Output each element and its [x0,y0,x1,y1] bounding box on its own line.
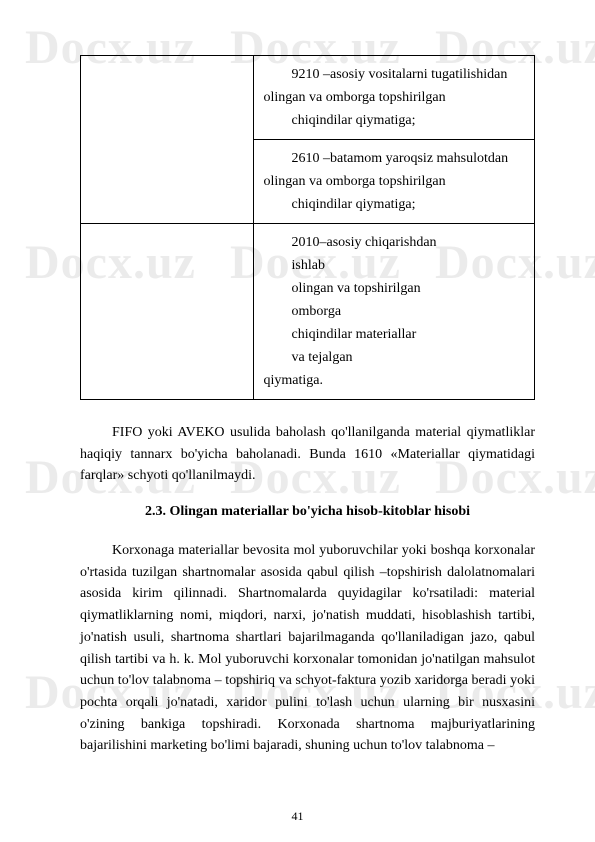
table-cell-left [81,56,254,224]
cell-text: olingan va omborga topshirilgan [264,171,524,192]
cell-text: 9210 –asosiy vositalarni tugatilishidan [264,64,524,85]
cell-text: va tejalgan [264,347,524,368]
paragraph: FIFO yoki AVEKO usulida baholash qo'llan… [80,422,535,487]
materials-table: 9210 –asosiy vositalarni tugatilishidan … [80,55,535,400]
table-cell-left [81,224,254,400]
cell-text: olingan va topshirilgan [264,278,524,299]
cell-text: chiqindilar qiymatiga; [264,110,524,131]
paragraph: Korxonaga materiallar bevosita mol yubor… [80,540,535,757]
cell-text: chiqindilar materiallar [264,324,524,345]
cell-text: 2010–asosiy chiqarishdan [264,232,524,253]
cell-text: olingan va omborga topshirilgan [264,87,524,108]
table-row: 2010–asosiy chiqarishdan ishlab olingan … [81,224,535,400]
table-row: 9210 –asosiy vositalarni tugatilishidan … [81,56,535,140]
cell-text: chiqindilar qiymatiga; [264,194,524,215]
cell-text: qiymatiga. [264,370,524,391]
page-number: 41 [0,809,595,824]
table-cell-right: 9210 –asosiy vositalarni tugatilishidan … [253,56,534,140]
table-cell-right: 2610 –batamom yaroqsiz mahsulotdan oling… [253,140,534,224]
section-heading: 2.3. Olingan materiallar bo'yicha hisob-… [80,501,535,522]
cell-text: ishlab [264,255,524,276]
page-content: 9210 –asosiy vositalarni tugatilishidan … [0,0,595,801]
table-cell-right: 2010–asosiy chiqarishdan ishlab olingan … [253,224,534,400]
cell-text: 2610 –batamom yaroqsiz mahsulotdan [264,148,524,169]
cell-text: omborga [264,301,524,322]
